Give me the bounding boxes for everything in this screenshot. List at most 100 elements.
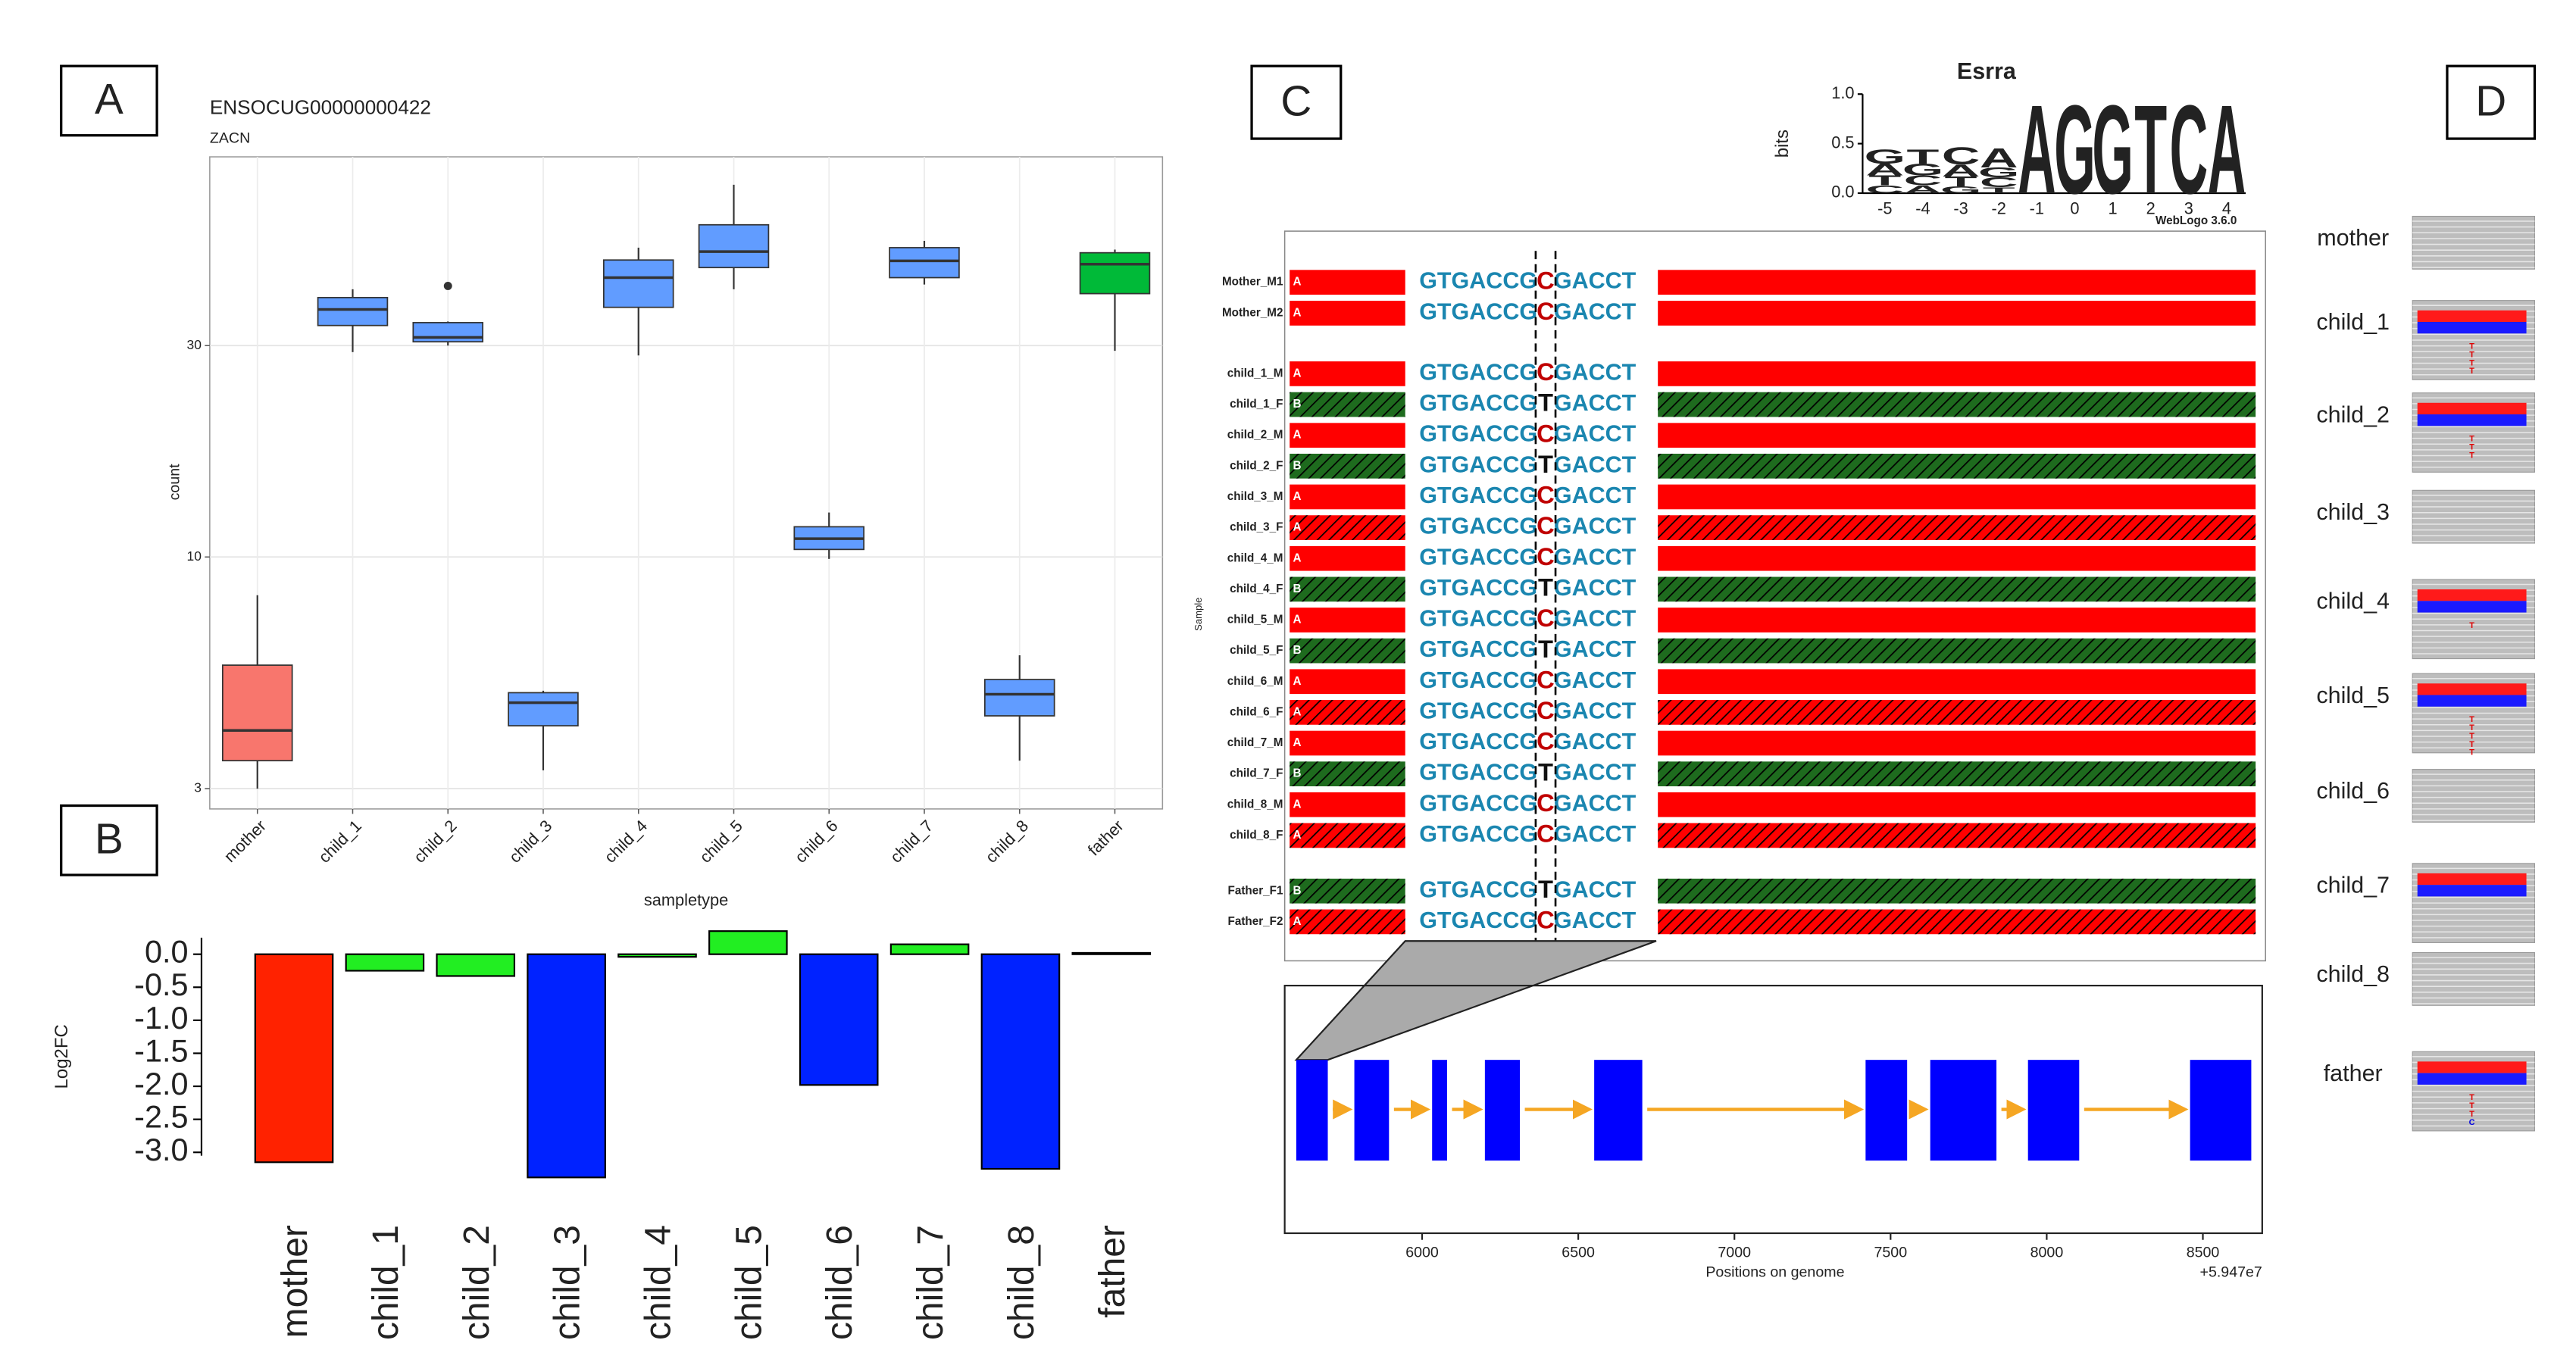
row-label: child_6_M xyxy=(1227,675,1283,688)
hatch xyxy=(1658,515,2256,540)
row-label: child_3_F xyxy=(1230,521,1283,534)
sequence-right: GACCT xyxy=(1554,298,1637,324)
row-label: child_8_M xyxy=(1227,798,1283,811)
row-label: child_1_F xyxy=(1230,398,1283,411)
logo-letter: C xyxy=(1980,175,2018,190)
sequence-right: GACCT xyxy=(1554,483,1637,508)
exon xyxy=(1432,1060,1447,1161)
haplotype-bar xyxy=(1658,301,2256,326)
y-tick-label: 0.0 xyxy=(145,935,189,970)
y-tick-label: -3.0 xyxy=(134,1132,188,1167)
allele: T xyxy=(1538,758,1553,786)
exon xyxy=(2027,1060,2080,1161)
bar xyxy=(527,953,606,1179)
haplotype-bar xyxy=(1290,608,1405,633)
haplotype-letter: A xyxy=(1293,306,1302,319)
sequence-left: GTGACCG xyxy=(1419,606,1537,632)
hatch xyxy=(1658,392,2256,417)
panel-label: C xyxy=(1280,77,1311,125)
hatch xyxy=(1658,823,2256,848)
chart-subtitle: ZACN xyxy=(210,130,250,146)
sequence-left: GTGACCG xyxy=(1419,698,1537,723)
allele-bar-alt xyxy=(2417,1073,2527,1085)
logo-position: -1 xyxy=(2030,199,2044,218)
hatch xyxy=(1658,878,2256,904)
haplotype-letter: A xyxy=(1293,614,1302,626)
sequence-left: GTGACCG xyxy=(1419,544,1537,570)
haplotype-letter: B xyxy=(1293,459,1302,472)
row-label: child_5_M xyxy=(1227,614,1283,626)
haplotype-letter: A xyxy=(1293,675,1302,688)
allele: C xyxy=(1537,419,1555,447)
haplotype-bar xyxy=(1658,361,2256,386)
logo-letter: C xyxy=(1904,173,1943,188)
allele-bar-alt xyxy=(2417,695,2527,707)
x-tick-label: child_4 xyxy=(638,1225,678,1340)
logo-position: 1 xyxy=(2109,199,2118,218)
hatch xyxy=(1290,761,1405,787)
allele-bar-alt xyxy=(2417,601,2527,613)
hatch xyxy=(1658,700,2256,725)
haplotype-bar xyxy=(1290,423,1405,448)
bar xyxy=(799,953,879,1086)
panel-label: D xyxy=(2475,77,2506,125)
sequence-right: GACCT xyxy=(1554,636,1637,662)
x-tick-label: 8000 xyxy=(2030,1244,2064,1260)
box xyxy=(1079,251,1151,295)
logo-position: 3 xyxy=(2184,199,2193,218)
row-label: child_7_F xyxy=(1230,767,1283,780)
haplotype-bar xyxy=(1658,484,2256,510)
hatch xyxy=(1658,761,2256,787)
y-axis-label: count xyxy=(166,464,183,501)
base-call: T xyxy=(2469,1093,2474,1102)
logo-title: Esrra xyxy=(1957,58,2017,84)
logo-position: 0 xyxy=(2070,199,2079,218)
box xyxy=(508,692,579,726)
box xyxy=(412,322,484,343)
panel-label-box xyxy=(60,64,158,137)
exon xyxy=(1930,1060,1997,1161)
haplotype-bar xyxy=(1658,792,2256,817)
base-call: T xyxy=(2469,350,2474,359)
sequence-right: GACCT xyxy=(1554,698,1637,723)
logo-position: -2 xyxy=(1992,199,2006,218)
row-label: child_4_M xyxy=(1227,551,1283,564)
hatch xyxy=(1290,453,1405,479)
logo-letter: T xyxy=(2134,80,2167,220)
base-call: T xyxy=(2469,442,2474,451)
logo-letter: A xyxy=(1942,161,1980,180)
box xyxy=(221,664,293,762)
hatch xyxy=(1658,909,2256,935)
x-tick-label: 8500 xyxy=(2187,1244,2220,1260)
sample-label: child_3 xyxy=(2316,499,2390,525)
sequence-right: GACCT xyxy=(1554,790,1637,816)
allele: T xyxy=(1538,450,1553,478)
logo-letter: G xyxy=(2054,80,2096,220)
allele: C xyxy=(1537,511,1555,539)
allele-bar-ref xyxy=(2417,589,2527,601)
sequence-left: GTGACCG xyxy=(1419,268,1537,294)
sample-label: child_6 xyxy=(2316,778,2390,804)
row-label: child_7_M xyxy=(1227,736,1283,749)
allele: T xyxy=(1538,875,1553,903)
haplotype-bar xyxy=(1290,669,1405,695)
exon xyxy=(1296,1060,1328,1161)
y-tick-label: 30 xyxy=(187,337,202,352)
sequence-left: GTGACCG xyxy=(1419,790,1537,816)
y-tick-label: -2.0 xyxy=(134,1067,188,1101)
bar xyxy=(254,953,334,1164)
sequence-right: GACCT xyxy=(1554,907,1637,933)
sequence-left: GTGACCG xyxy=(1419,876,1537,902)
sequence-left: GTGACCG xyxy=(1419,451,1537,477)
haplotype-letter: A xyxy=(1293,736,1302,749)
base-call: T xyxy=(2469,621,2474,630)
exon xyxy=(1865,1060,1908,1161)
hatch xyxy=(1658,638,2256,664)
base-call: T xyxy=(2469,732,2474,741)
sequence-left: GTGACCG xyxy=(1419,359,1537,385)
base-call: T xyxy=(2469,451,2474,460)
allele: C xyxy=(1537,789,1555,817)
sequence-right: GACCT xyxy=(1554,575,1637,601)
box xyxy=(317,296,389,326)
